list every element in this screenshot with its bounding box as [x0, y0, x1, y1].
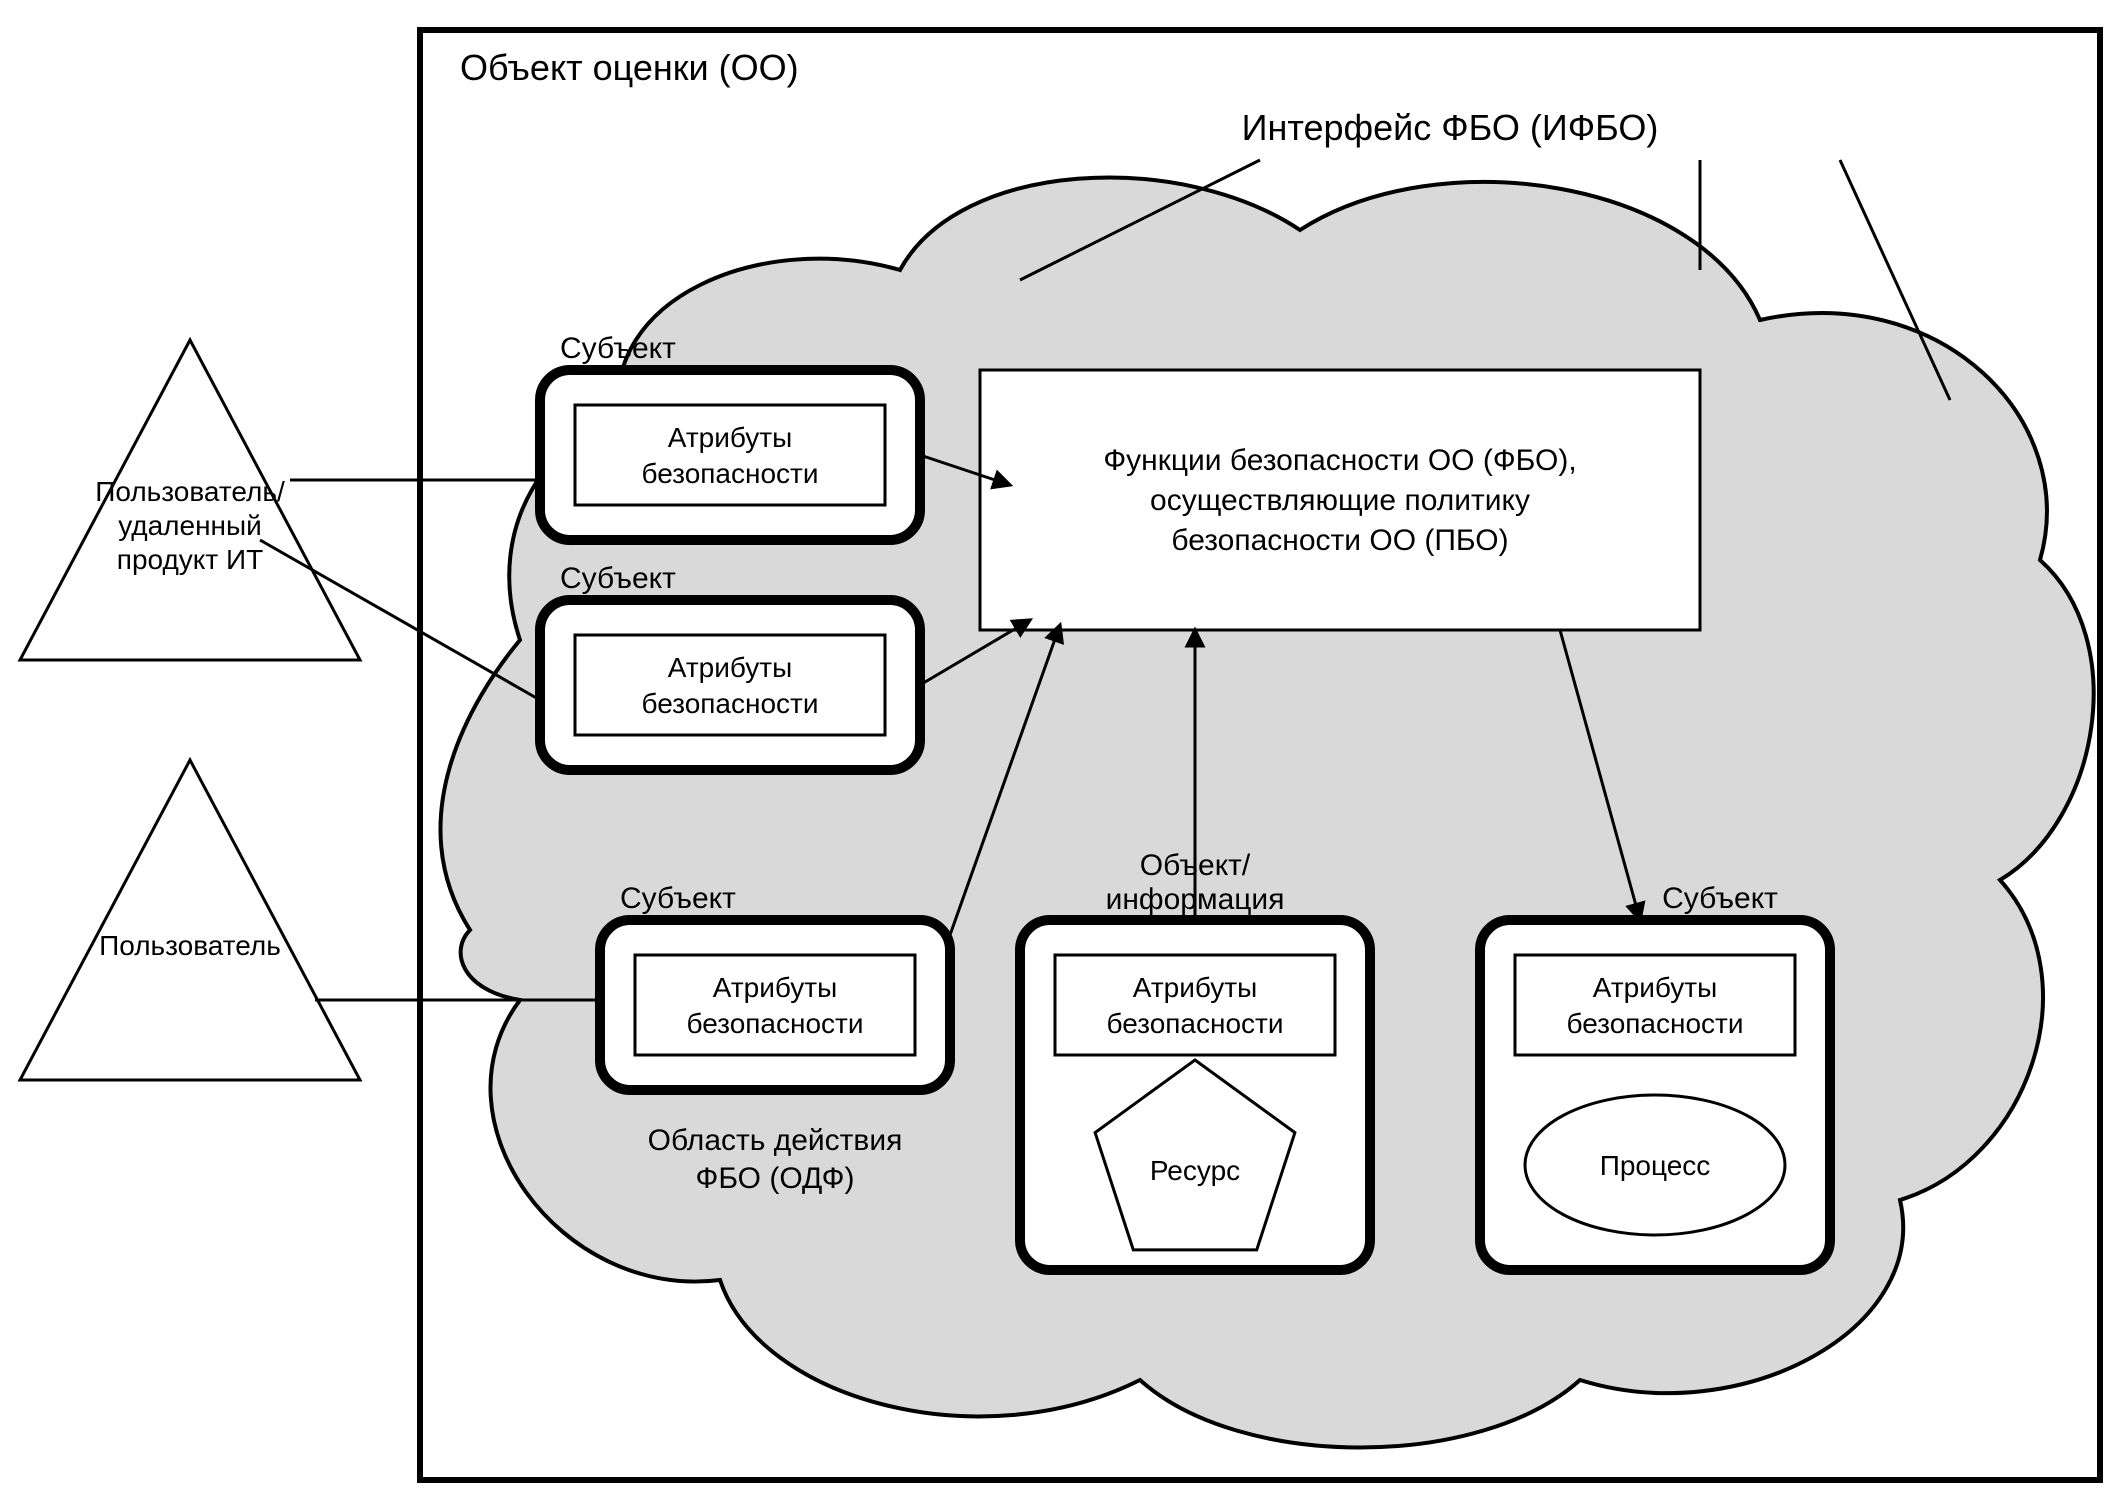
triangle-user-remote-label-3: продукт ИТ — [117, 544, 263, 575]
process-subject-inner — [1515, 955, 1795, 1055]
subject-3-inner — [635, 955, 915, 1055]
subject-3-attr-l2: безопасности — [686, 1008, 863, 1039]
process-label: Процесс — [1600, 1150, 1711, 1181]
svg-text:безопасности ОО (ПБО): безопасности ОО (ПБО) — [1171, 524, 1508, 557]
scope-label-l2: ФБО (ОДФ) — [696, 1162, 855, 1195]
subject-2-inner — [575, 635, 885, 735]
subject-3-attr-l1: Атрибуты — [713, 972, 837, 1003]
subject-1-title: Субъект — [560, 332, 676, 365]
svg-text:безопасности: безопасности — [1106, 1008, 1283, 1039]
subject-1-attr-l1: Атрибуты — [668, 422, 792, 453]
triangle-user — [20, 760, 360, 1080]
subject-3-title: Субъект — [620, 882, 736, 915]
svg-text:безопасности: безопасности — [1566, 1008, 1743, 1039]
process-subject-title: Субъект — [1662, 882, 1778, 915]
frame-title: Объект оценки (ОО) — [460, 47, 799, 88]
triangle-user-remote-label-2: удаленный — [118, 510, 262, 541]
triangle-user-label-1: Пользователь — [99, 930, 281, 961]
triangle-user-remote-label-1: Пользователь/ — [95, 476, 285, 507]
scope-label-l1: Область действия — [648, 1124, 903, 1157]
svg-text:Атрибуты: Атрибуты — [1133, 972, 1257, 1003]
interface-label: Интерфейс ФБО (ИФБО) — [1242, 107, 1659, 148]
svg-text:осуществляющие политику: осуществляющие политику — [1150, 484, 1530, 517]
svg-text:Функции безопасности ОО (ФБО),: Функции безопасности ОО (ФБО), — [1103, 444, 1576, 477]
subject-2-title: Субъект — [560, 562, 676, 595]
subject-2-attr-l2: безопасности — [641, 688, 818, 719]
resource-label: Ресурс — [1150, 1155, 1240, 1186]
subject-2-attr-l1: Атрибуты — [668, 652, 792, 683]
subject-1-inner — [575, 405, 885, 505]
object-info-inner — [1055, 955, 1335, 1055]
svg-text:Атрибуты: Атрибуты — [1593, 972, 1717, 1003]
subject-1-attr-l2: безопасности — [641, 458, 818, 489]
